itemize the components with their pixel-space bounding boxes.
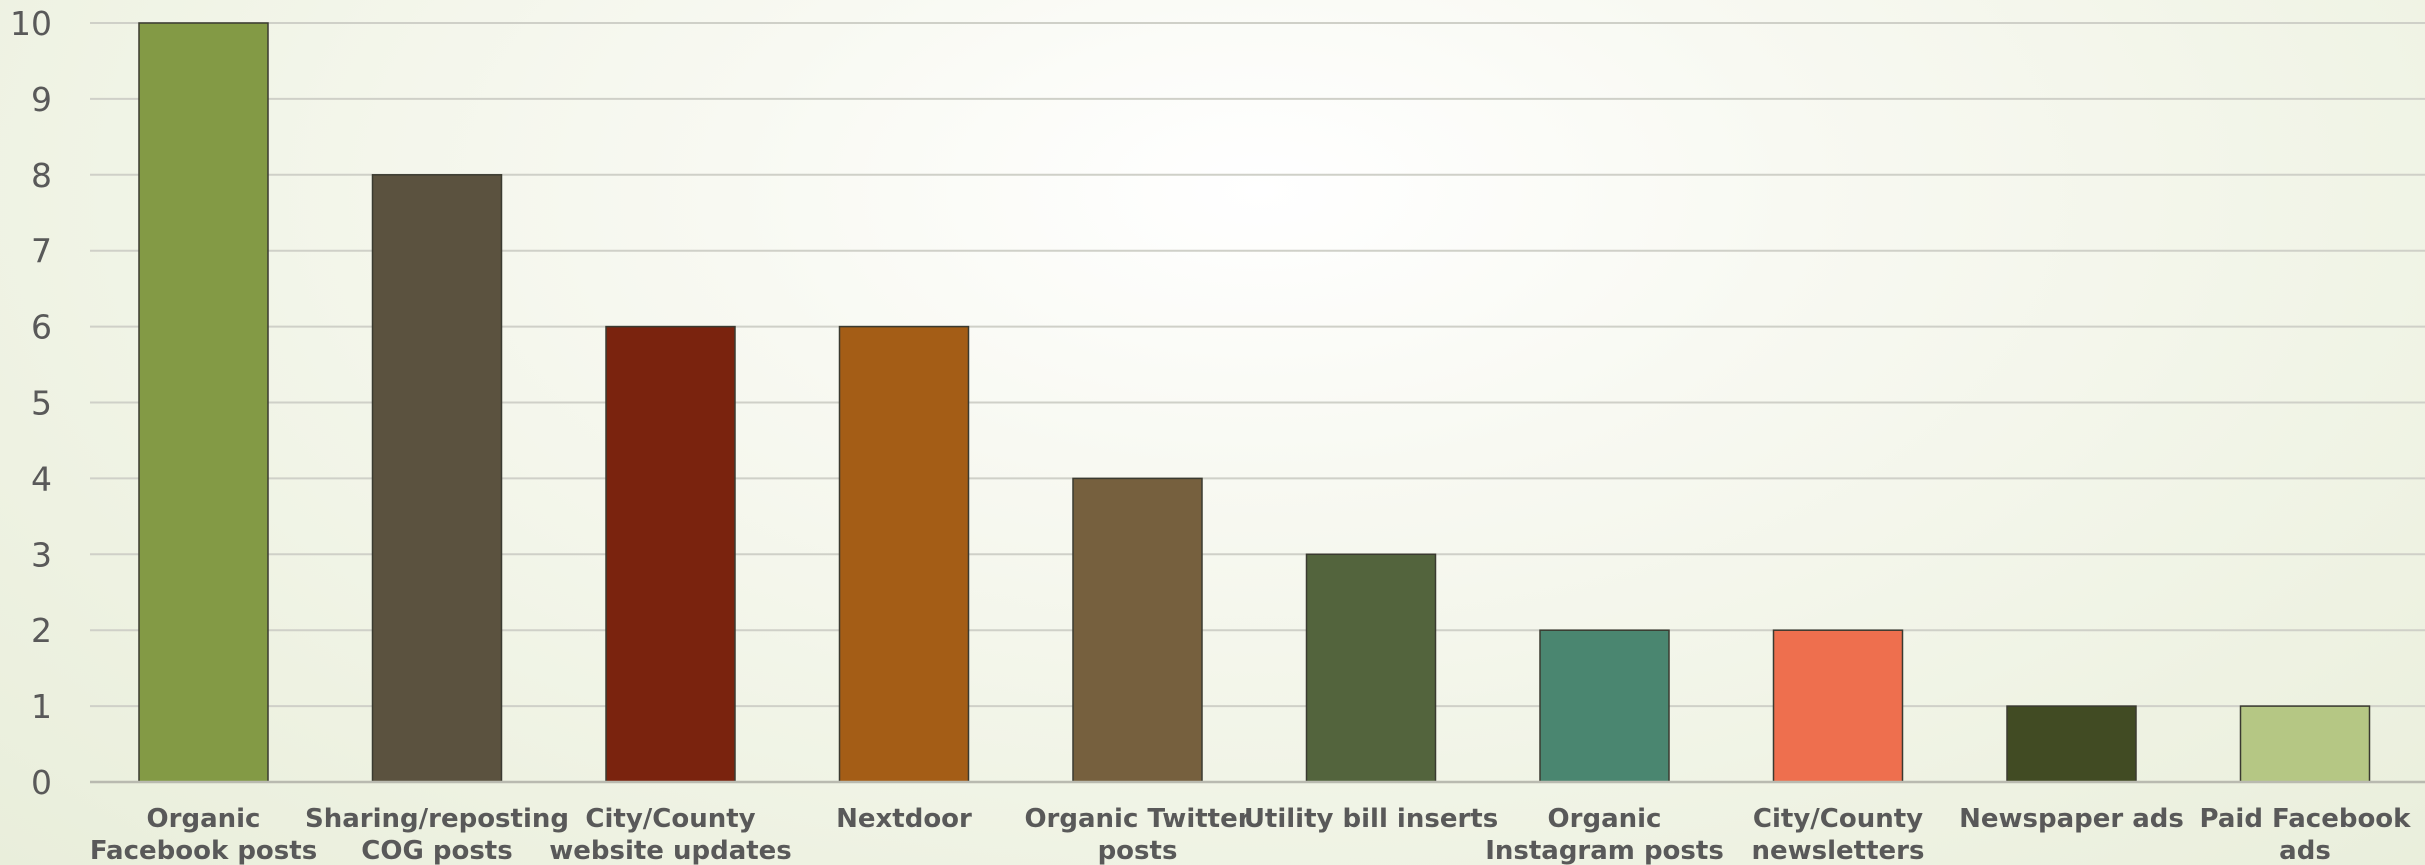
x-tick-label-line: Organic: [147, 804, 261, 834]
bar: [1305, 553, 1437, 783]
bar: [1772, 629, 1904, 783]
bar: [2239, 705, 2371, 783]
x-tick-label: Utility bill inserts: [1244, 804, 1498, 834]
x-tick-label-line: Facebook posts: [90, 836, 317, 865]
x-tick-label-line: ads: [2279, 836, 2331, 865]
x-tick-label: Organic Facebook posts: [90, 804, 317, 865]
bar: [138, 22, 269, 783]
x-tick-label-line: Newspaper ads: [1959, 804, 2184, 834]
x-tick-label-line: Utility bill inserts: [1244, 804, 1498, 834]
x-tick-label-line: Organic Twitter: [1024, 804, 1250, 834]
x-tick-label: Nextdoor: [836, 804, 972, 834]
x-tick-label: Organic Instagram posts: [1485, 804, 1724, 865]
y-tick-label: 10: [10, 4, 52, 43]
y-tick-label: 5: [31, 384, 52, 423]
x-tick-label: Paid Facebook ads: [2200, 804, 2412, 865]
x-tick-label-line: City/County: [1753, 804, 1923, 834]
x-tick-label-line: Paid Facebook: [2200, 804, 2412, 834]
y-tick-label: 7: [31, 232, 52, 271]
x-tick-label-line: COG posts: [361, 836, 512, 865]
x-tick-label-line: City/County: [585, 804, 755, 834]
x-tick-label: City/County website updates: [549, 804, 792, 865]
y-tick-label: 1: [31, 687, 52, 726]
x-tick-label-line: posts: [1098, 836, 1178, 865]
y-tick-label: 9: [31, 80, 52, 119]
y-tick-label: 6: [31, 308, 52, 347]
y-tick-label: 2: [31, 611, 52, 650]
bar: [2006, 705, 2137, 783]
x-tick-label-line: website updates: [549, 836, 792, 865]
bar: [1539, 629, 1670, 783]
x-tick-label-line: Nextdoor: [836, 804, 972, 834]
x-tick-label-line: newsletters: [1752, 836, 1925, 865]
bar: [371, 174, 503, 783]
x-tick-label-line: Sharing/reposting: [305, 804, 569, 834]
bar: [838, 325, 970, 783]
bar: [605, 325, 736, 783]
y-tick-label: 3: [31, 535, 52, 574]
x-tick-label: Newspaper ads: [1959, 804, 2184, 834]
x-tick-label-line: Organic: [1548, 804, 1662, 834]
x-tick-label: City/County newsletters: [1752, 804, 1925, 865]
y-tick-label: 0: [31, 763, 52, 802]
x-tick-label-line: Instagram posts: [1485, 836, 1724, 865]
x-tick-label: Organic Twitter posts: [1024, 804, 1250, 865]
x-tick-label: Sharing/reposting COG posts: [305, 804, 569, 865]
bar: [1072, 477, 1203, 783]
y-tick-label: 4: [31, 459, 52, 498]
y-tick-label: 8: [31, 156, 52, 195]
